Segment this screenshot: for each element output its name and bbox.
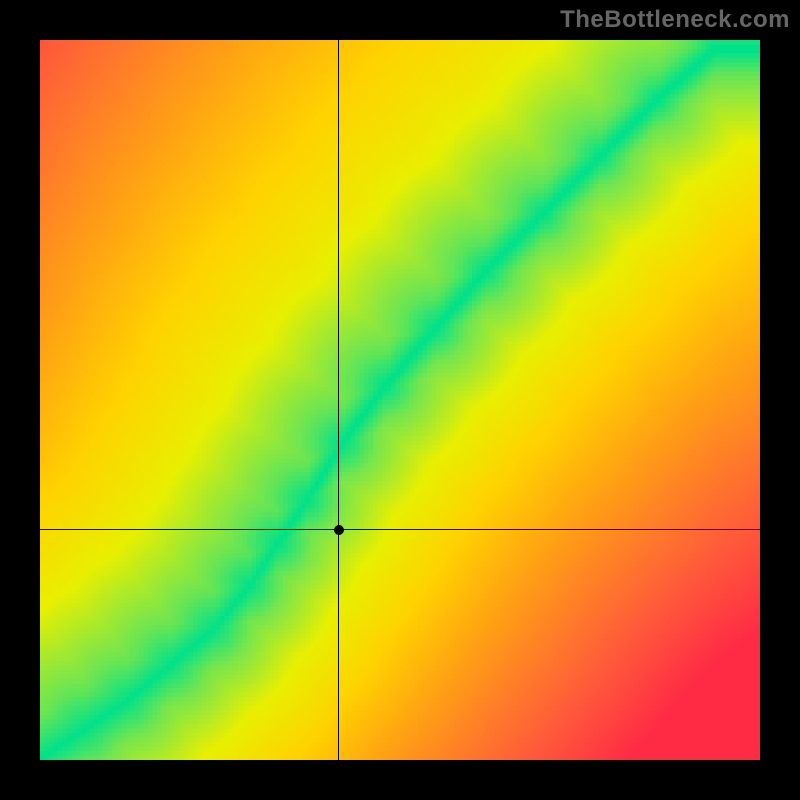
heatmap-canvas [40,40,760,760]
marker-dot [334,525,344,535]
crosshair-horizontal [40,529,760,530]
chart-container: TheBottleneck.com [0,0,800,800]
watermark-text: TheBottleneck.com [560,6,790,34]
crosshair-vertical [338,40,339,760]
